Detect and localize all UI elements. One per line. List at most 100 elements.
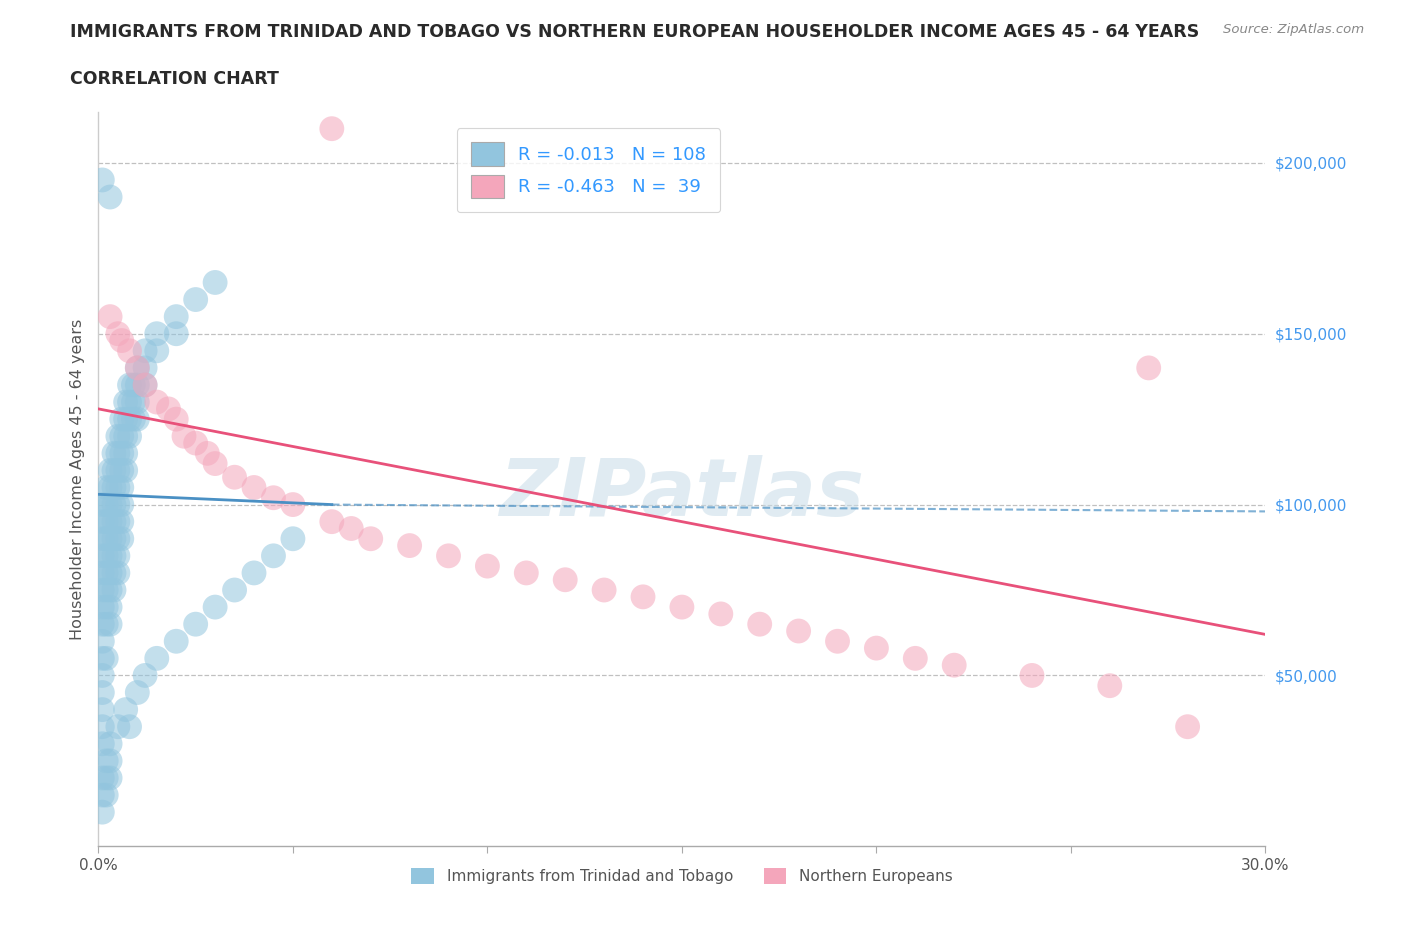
Point bbox=[96, 565, 118, 580]
Point bbox=[671, 600, 693, 615]
Point bbox=[134, 343, 156, 358]
Point bbox=[173, 429, 195, 444]
Point bbox=[107, 429, 129, 444]
Point bbox=[96, 531, 118, 546]
Point bbox=[96, 771, 118, 786]
Point bbox=[122, 378, 145, 392]
Point bbox=[98, 617, 121, 631]
Point bbox=[165, 634, 187, 649]
Point bbox=[91, 788, 114, 803]
Point bbox=[243, 565, 266, 580]
Point bbox=[91, 514, 114, 529]
Point bbox=[1021, 668, 1043, 683]
Point bbox=[96, 480, 118, 495]
Point bbox=[184, 435, 207, 450]
Point bbox=[157, 402, 180, 417]
Point bbox=[262, 490, 284, 505]
Point bbox=[107, 326, 129, 341]
Point bbox=[118, 378, 141, 392]
Point bbox=[1098, 678, 1121, 693]
Point bbox=[96, 651, 118, 666]
Point bbox=[111, 445, 134, 460]
Point bbox=[165, 326, 187, 341]
Point bbox=[96, 582, 118, 597]
Point bbox=[134, 378, 156, 392]
Point bbox=[91, 565, 114, 580]
Point bbox=[146, 394, 169, 409]
Point bbox=[91, 668, 114, 683]
Point bbox=[107, 719, 129, 734]
Point bbox=[91, 498, 114, 512]
Point bbox=[91, 804, 114, 819]
Point bbox=[146, 343, 169, 358]
Point bbox=[91, 582, 114, 597]
Point bbox=[91, 549, 114, 564]
Text: IMMIGRANTS FROM TRINIDAD AND TOBAGO VS NORTHERN EUROPEAN HOUSEHOLDER INCOME AGES: IMMIGRANTS FROM TRINIDAD AND TOBAGO VS N… bbox=[70, 23, 1199, 41]
Point bbox=[398, 538, 420, 553]
Point bbox=[98, 514, 121, 529]
Point bbox=[96, 600, 118, 615]
Point bbox=[107, 480, 129, 495]
Point bbox=[111, 531, 134, 546]
Point bbox=[107, 514, 129, 529]
Point bbox=[96, 549, 118, 564]
Point bbox=[593, 582, 616, 597]
Point bbox=[554, 572, 576, 587]
Text: Source: ZipAtlas.com: Source: ZipAtlas.com bbox=[1223, 23, 1364, 36]
Point bbox=[1177, 719, 1199, 734]
Point bbox=[96, 617, 118, 631]
Point bbox=[96, 514, 118, 529]
Point bbox=[96, 498, 118, 512]
Point bbox=[107, 498, 129, 512]
Point bbox=[107, 463, 129, 478]
Point bbox=[360, 531, 382, 546]
Point bbox=[111, 463, 134, 478]
Point bbox=[107, 549, 129, 564]
Point bbox=[98, 498, 121, 512]
Point bbox=[91, 702, 114, 717]
Point bbox=[98, 463, 121, 478]
Point bbox=[114, 445, 136, 460]
Point bbox=[134, 361, 156, 376]
Point bbox=[195, 445, 218, 460]
Point bbox=[91, 737, 114, 751]
Point bbox=[103, 549, 125, 564]
Point bbox=[111, 412, 134, 427]
Point bbox=[107, 565, 129, 580]
Point bbox=[118, 429, 141, 444]
Point bbox=[98, 190, 121, 205]
Point bbox=[91, 771, 114, 786]
Point bbox=[204, 456, 226, 471]
Point bbox=[127, 361, 149, 376]
Point bbox=[827, 634, 849, 649]
Point bbox=[122, 394, 145, 409]
Point bbox=[224, 582, 246, 597]
Point bbox=[146, 651, 169, 666]
Point bbox=[184, 292, 207, 307]
Point bbox=[111, 333, 134, 348]
Point bbox=[111, 480, 134, 495]
Point bbox=[118, 412, 141, 427]
Point bbox=[103, 514, 125, 529]
Point bbox=[107, 445, 129, 460]
Point bbox=[98, 549, 121, 564]
Point bbox=[114, 412, 136, 427]
Point bbox=[943, 658, 966, 672]
Point bbox=[340, 521, 363, 536]
Point bbox=[904, 651, 927, 666]
Point bbox=[114, 394, 136, 409]
Point bbox=[103, 498, 125, 512]
Text: CORRELATION CHART: CORRELATION CHART bbox=[70, 70, 280, 87]
Text: ZIPatlas: ZIPatlas bbox=[499, 455, 865, 533]
Point bbox=[321, 121, 343, 136]
Point bbox=[127, 685, 149, 700]
Point bbox=[631, 590, 654, 604]
Point bbox=[114, 463, 136, 478]
Point bbox=[118, 394, 141, 409]
Point bbox=[321, 514, 343, 529]
Point bbox=[98, 582, 121, 597]
Point bbox=[91, 719, 114, 734]
Point bbox=[91, 172, 114, 187]
Point bbox=[515, 565, 537, 580]
Point bbox=[134, 668, 156, 683]
